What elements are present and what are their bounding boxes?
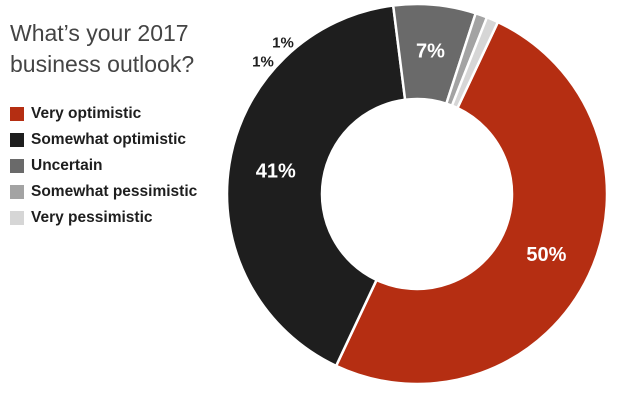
legend-swatch-very-pessimistic [10,211,24,225]
legend-swatch-somewhat-pessimistic [10,185,24,199]
donut-slice-labels: 50% 41% 7% 1% 1% [252,35,566,266]
legend-item-uncertain: Uncertain [10,153,197,179]
chart-legend: Very optimistic Somewhat optimistic Unce… [10,101,197,231]
slice-somewhat-optimistic [225,4,407,368]
legend-label-somewhat-optimistic: Somewhat optimistic [31,131,187,148]
slice-label-very-pessimistic: 1% [272,35,294,52]
legend-swatch-very-optimistic [10,107,24,121]
slice-very-optimistic [334,20,609,386]
slice-very-pessimistic [450,16,500,110]
legend-label-uncertain: Uncertain [31,157,103,174]
legend-item-somewhat-optimistic: Somewhat optimistic [10,127,197,153]
slice-label-uncertain: 7% [416,41,445,63]
legend-label-very-optimistic: Very optimistic [31,105,142,122]
legend-label-somewhat-pessimistic: Somewhat pessimistic [31,183,198,200]
chart-title: What’s your 2017 business outlook? [10,18,210,80]
legend-item-very-optimistic: Very optimistic [10,101,197,127]
slice-label-somewhat-pessimistic: 1% [252,54,274,71]
donut-slices [225,2,609,386]
legend-item-very-pessimistic: Very pessimistic [10,205,197,231]
legend-swatch-uncertain [10,159,24,173]
legend-label-very-pessimistic: Very pessimistic [31,209,153,226]
legend-swatch-somewhat-optimistic [10,133,24,147]
chart-title-line-1: What’s your 2017 [10,20,189,46]
chart-title-line-2: business outlook? [10,51,195,77]
slice-label-very-optimistic: 50% [526,244,566,266]
legend-item-somewhat-pessimistic: Somewhat pessimistic [10,179,197,205]
slice-label-somewhat-optimistic: 41% [256,161,296,183]
